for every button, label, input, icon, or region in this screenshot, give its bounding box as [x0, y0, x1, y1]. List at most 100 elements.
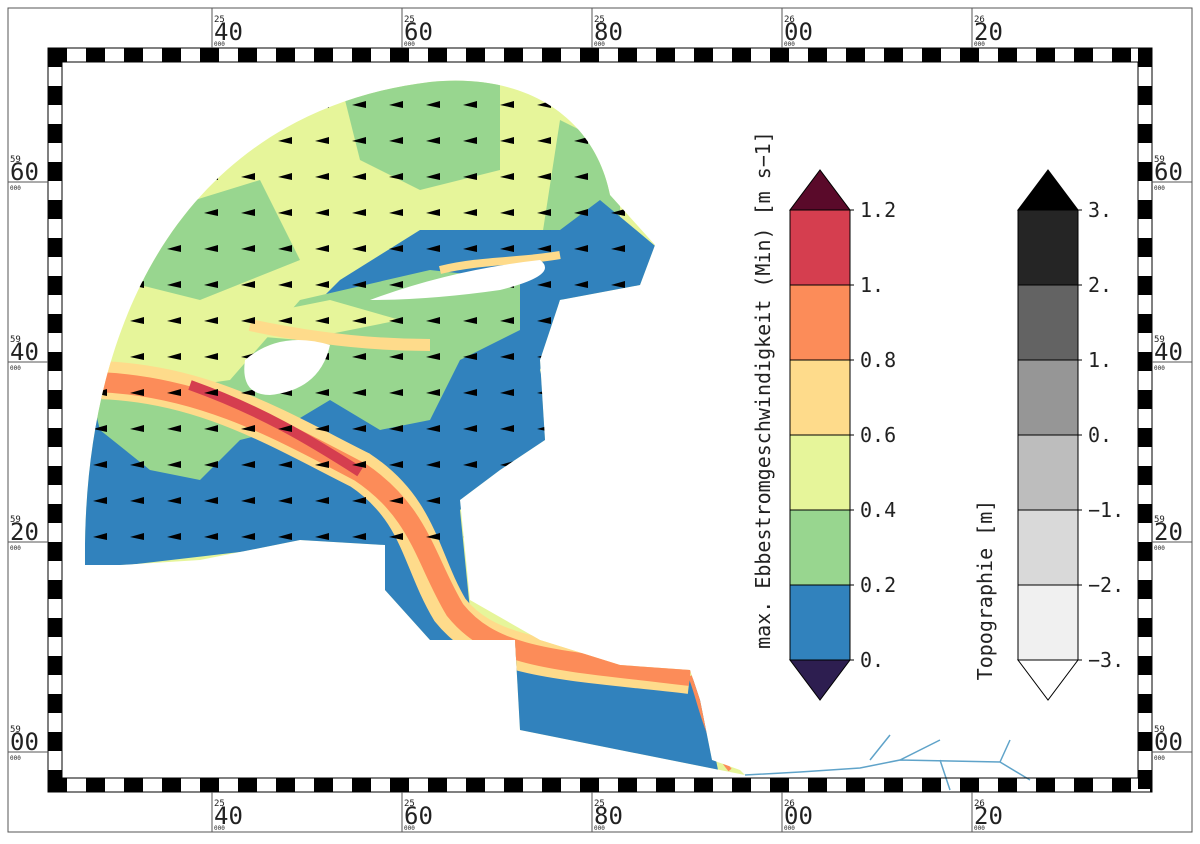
- flow-arrow: [574, 353, 588, 360]
- flow-arrow: [167, 317, 181, 324]
- flow-arrow: [204, 137, 218, 144]
- x-label-second: 000: [594, 825, 605, 832]
- flow-arrow: [463, 461, 477, 468]
- flow-arrow: [537, 137, 551, 144]
- x-label-minute: 00: [784, 802, 813, 830]
- flow-arrow: [574, 173, 588, 180]
- x-label-degree: 25: [594, 799, 605, 809]
- x-label-degree: 26: [974, 15, 985, 25]
- y-label-second: 000: [10, 365, 21, 372]
- flow-arrow: [315, 245, 329, 252]
- flow-arrow: [167, 389, 181, 396]
- flow-arrow: [426, 209, 440, 216]
- colorbar-tick-label: 1.2: [860, 198, 896, 222]
- x-label-minute: 40: [214, 18, 243, 46]
- y-label-minute: 60: [10, 158, 39, 186]
- flow-arrow: [241, 425, 255, 432]
- flow-arrow: [463, 425, 477, 432]
- colorbar: 0. 0.2 0.4 0.6 0.8 1. 1.2 max. Ebbestromgeschwi…: [751, 131, 896, 701]
- colorbar-tick-label: 1.: [1088, 348, 1112, 372]
- flow-arrow: [574, 209, 588, 216]
- x-label-minute: 80: [594, 802, 623, 830]
- flow-arrow: [500, 245, 514, 252]
- flow-arrow: [352, 317, 366, 324]
- colorbar-segment: [1017, 584, 1079, 661]
- y-label-minute: 40: [10, 338, 39, 366]
- flow-arrow: [315, 497, 329, 504]
- colorbar-segment: [789, 209, 851, 286]
- flow-arrow: [130, 425, 144, 432]
- flow-arrow: [389, 389, 403, 396]
- y-label-minute: 20: [10, 518, 39, 546]
- colorbar-tick-label: 0.8: [860, 348, 896, 372]
- flow-arrow: [537, 533, 551, 540]
- colorbar-tick-label: 0.: [860, 648, 884, 672]
- colorbar-tick-label: 1.: [860, 273, 884, 297]
- flow-arrow: [130, 497, 144, 504]
- x-label-minute: 80: [594, 18, 623, 46]
- flow-arrow: [130, 389, 144, 396]
- flow-arrow: [574, 245, 588, 252]
- flow-arrow: [93, 497, 107, 504]
- flow-arrow: [611, 281, 625, 288]
- flow-arrow: [537, 173, 551, 180]
- flow-arrow: [500, 137, 514, 144]
- flow-arrow: [278, 137, 292, 144]
- colorbar-segment: [789, 284, 851, 361]
- y-label-degree: 59: [10, 155, 21, 165]
- x-label-second: 000: [784, 41, 795, 48]
- flow-arrow: [574, 101, 588, 108]
- y-label-minute: 00: [1154, 728, 1183, 756]
- flow-arrow: [389, 461, 403, 468]
- x-label-minute: 20: [974, 802, 1003, 830]
- flow-arrow: [167, 173, 181, 180]
- x-label-degree: 25: [214, 15, 225, 25]
- flow-arrow: [241, 173, 255, 180]
- x-label-degree: 26: [784, 799, 795, 809]
- flow-arrow: [93, 245, 107, 252]
- flow-arrow: [352, 389, 366, 396]
- y-label-degree: 59: [10, 335, 21, 345]
- y-label-second: 000: [1154, 185, 1165, 192]
- flow-arrow: [278, 101, 292, 108]
- flow-arrow: [130, 173, 144, 180]
- flow-arrow: [611, 533, 625, 540]
- y-label-degree: 59: [10, 515, 21, 525]
- flow-arrow: [167, 101, 181, 108]
- colorbar-tick-label: 2.: [1088, 273, 1112, 297]
- x-label-degree: 25: [214, 799, 225, 809]
- flow-arrow: [278, 281, 292, 288]
- x-label-minute: 00: [784, 18, 813, 46]
- flow-arrow: [204, 209, 218, 216]
- flow-arrow: [574, 281, 588, 288]
- flow-arrow: [241, 101, 255, 108]
- flow-arrow: [241, 137, 255, 144]
- flow-arrow: [574, 389, 588, 396]
- colorbar-segment: [1017, 209, 1079, 286]
- flow-arrow: [204, 425, 218, 432]
- flow-arrow: [204, 317, 218, 324]
- y-label-minute: 60: [1154, 158, 1183, 186]
- colorbar-under: [1017, 659, 1079, 701]
- flow-arrow: [278, 425, 292, 432]
- colorbar-tick-label: −2.: [1088, 573, 1124, 597]
- flow-arrow: [204, 245, 218, 252]
- flow-arrow: [463, 353, 477, 360]
- colorbar-segment: [1017, 434, 1079, 511]
- flow-arrow: [278, 497, 292, 504]
- colorbar-under: [789, 659, 851, 701]
- y-label-minute: 20: [1154, 518, 1183, 546]
- flow-arrow: [389, 245, 403, 252]
- flow-arrow: [426, 425, 440, 432]
- flow-arrow: [463, 137, 477, 144]
- flow-arrow: [93, 461, 107, 468]
- colorbar-tick-label: 0.2: [860, 573, 896, 597]
- flow-arrow: [167, 137, 181, 144]
- colorbar-title: max. Ebbestromgeschwindigkeit (Min) [m s…: [751, 131, 775, 649]
- flow-arrow: [315, 533, 329, 540]
- flow-arrow: [537, 497, 551, 504]
- x-label-second: 000: [404, 41, 415, 48]
- flow-arrow: [500, 101, 514, 108]
- y-label-degree: 59: [10, 725, 21, 735]
